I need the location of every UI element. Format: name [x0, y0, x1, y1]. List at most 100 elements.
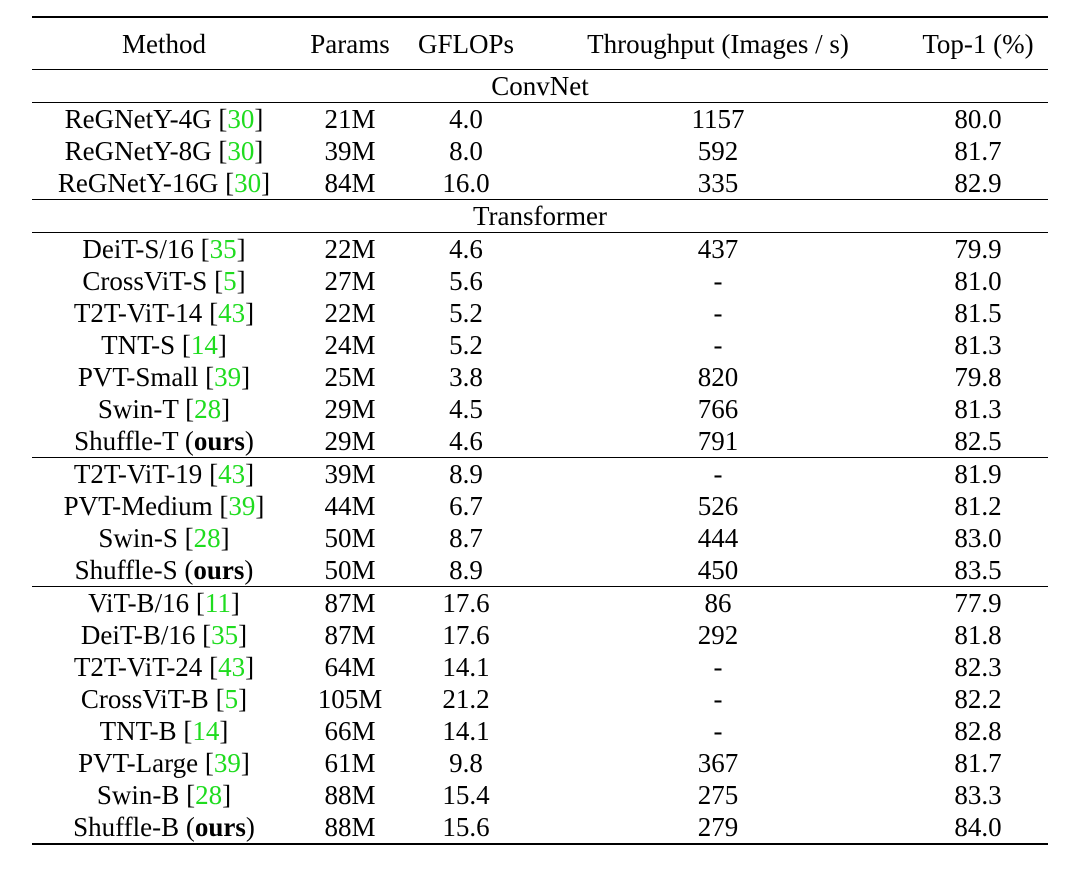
table-row: DeiT-S/16 [35] 22M 4.6 437 79.9	[32, 232, 1048, 265]
citation-link[interactable]: 5	[223, 266, 237, 296]
method-cell: DeiT-B/16 [35]	[80, 620, 248, 650]
table-row: CrossViT-B [5] 105M 21.2 - 82.2	[32, 683, 1048, 715]
top1-cell: 81.3	[954, 330, 1002, 360]
citation-link[interactable]: 5	[224, 684, 239, 714]
ours-label: ours	[194, 812, 246, 842]
table-row: T2T-ViT-14 [43] 22M 5.2 - 81.5	[32, 297, 1048, 329]
gflops-cell: 15.4	[442, 780, 490, 810]
method-name: DeiT-B/16	[80, 620, 196, 650]
throughput-cell: 275	[697, 780, 739, 810]
throughput-cell: 450	[697, 555, 739, 585]
method-name: TNT-B	[99, 716, 177, 746]
method-cell: DeiT-S/16 [35]	[32, 232, 296, 265]
table-body: ConvNet ReGNetY-4G [30] 21M 4.0 1157 80.0 ReGN…	[32, 69, 1048, 845]
citation-link[interactable]: 30	[227, 136, 255, 166]
citation-link[interactable]: 39	[214, 362, 242, 392]
method-name: ReGNetY-4G	[64, 104, 212, 134]
method-name: Swin-T	[97, 394, 179, 424]
throughput-cell: 437	[528, 232, 908, 265]
method-name: T2T-ViT-24	[73, 652, 203, 682]
method-name: T2T-ViT-14	[73, 298, 203, 328]
gflops-cell: 8.9	[449, 555, 483, 585]
citation-link[interactable]: 43	[218, 298, 246, 328]
citation-link[interactable]: 28	[195, 780, 223, 810]
citation-link[interactable]: 43	[218, 459, 246, 489]
citation-link[interactable]: 30	[227, 104, 255, 134]
top1-cell: 81.8	[954, 620, 1002, 650]
table-row: Swin-S [28] 50M 8.7 444 83.0	[32, 522, 1048, 554]
params-cell: 66M	[324, 716, 376, 746]
table-row: TNT-S [14] 24M 5.2 - 81.3	[32, 329, 1048, 361]
method-name: PVT-Small	[77, 362, 199, 392]
method-cell: PVT-Large [39]	[78, 748, 250, 778]
citation-link[interactable]: 30	[234, 168, 262, 198]
method-cell: Swin-S [28]	[98, 523, 230, 553]
method-cell: T2T-ViT-14 [43]	[73, 298, 255, 328]
top1-cell: 81.0	[954, 266, 1002, 296]
top1-cell: 79.9	[908, 232, 1048, 265]
throughput-cell: -	[713, 266, 723, 296]
top1-cell: 82.5	[954, 426, 1002, 456]
params-cell: 105M	[317, 684, 383, 714]
section-row-transformer: Transformer	[32, 199, 1048, 233]
method-name: ViT-B/16	[88, 588, 190, 618]
gflops-cell: 14.1	[442, 716, 490, 746]
header-method: Method	[32, 16, 296, 70]
top1-cell: 82.9	[954, 168, 1002, 198]
params-cell: 24M	[324, 330, 376, 360]
header-params: Params	[296, 16, 404, 70]
params-cell: 88M	[324, 780, 376, 810]
citation-link[interactable]: 28	[193, 523, 221, 553]
method-cell: PVT-Small [39]	[77, 362, 251, 392]
gflops-cell: 6.7	[449, 491, 483, 521]
citation-link[interactable]: 14	[192, 716, 220, 746]
citation-link[interactable]: 39	[213, 748, 241, 778]
method-cell: CrossViT-B [5]	[80, 684, 248, 714]
table-row: ReGNetY-4G [30] 21M 4.0 1157 80.0	[32, 102, 1048, 135]
params-cell: 27M	[324, 266, 376, 296]
params-cell: 87M	[296, 586, 404, 619]
method-name: TNT-S	[101, 330, 176, 360]
citation-link[interactable]: 14	[190, 330, 218, 360]
params-cell: 44M	[324, 491, 376, 521]
section-row-convnet: ConvNet	[32, 69, 1048, 103]
gflops-cell: 9.8	[449, 748, 483, 778]
params-cell: 88M	[296, 811, 404, 845]
method-name: Shuffle-S	[74, 555, 178, 585]
method-name: Swin-B	[96, 780, 180, 810]
citation-link[interactable]: 35	[209, 234, 237, 264]
citation-link[interactable]: 28	[194, 394, 222, 424]
citation-link[interactable]: 11	[204, 588, 231, 618]
top1-cell: 81.2	[954, 491, 1002, 521]
throughput-cell: 279	[528, 811, 908, 845]
section-label: Transformer	[32, 199, 1048, 233]
table-row: Shuffle-B (ours) 88M 15.6 279 84.0	[32, 811, 1048, 845]
gflops-cell: 15.6	[404, 811, 528, 845]
method-cell: ReGNetY-4G [30]	[32, 102, 296, 135]
params-cell: 21M	[296, 102, 404, 135]
section-label: ConvNet	[32, 69, 1048, 103]
throughput-cell: -	[713, 330, 723, 360]
method-cell: Swin-T [28]	[97, 394, 231, 424]
header-top1: Top-1 (%)	[908, 16, 1048, 70]
gflops-cell: 17.6	[404, 586, 528, 619]
top1-cell: 79.8	[954, 362, 1002, 392]
gflops-cell: 14.1	[442, 652, 490, 682]
method-name: ReGNetY-8G	[64, 136, 212, 166]
method-cell: CrossViT-S [5]	[82, 266, 246, 296]
params-cell: 50M	[324, 523, 376, 553]
top1-cell: 80.0	[908, 102, 1048, 135]
citation-link[interactable]: 39	[228, 491, 256, 521]
method-cell: T2T-ViT-24 [43]	[73, 652, 255, 682]
citation-link[interactable]: 43	[218, 652, 246, 682]
top1-cell: 82.8	[954, 716, 1002, 746]
params-cell: 39M	[296, 457, 404, 490]
gflops-cell: 4.0	[404, 102, 528, 135]
header-row: Method Params GFLOPs Throughput (Images …	[32, 16, 1048, 70]
top1-cell: 81.9	[908, 457, 1048, 490]
gflops-cell: 8.7	[449, 523, 483, 553]
top1-cell: 77.9	[908, 586, 1048, 619]
throughput-cell: 820	[697, 362, 739, 392]
gflops-cell: 21.2	[442, 684, 490, 714]
citation-link[interactable]: 35	[211, 620, 239, 650]
